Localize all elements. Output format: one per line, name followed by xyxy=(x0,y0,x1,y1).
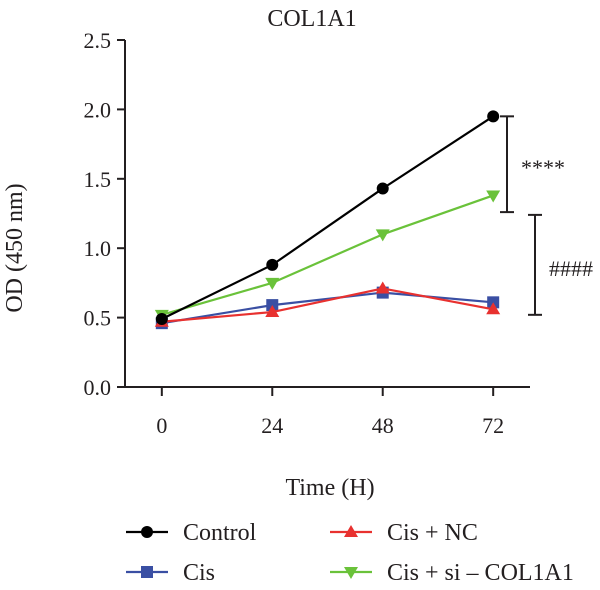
y-tick-label: 0.0 xyxy=(84,375,112,400)
series-cis-nc xyxy=(154,281,501,327)
significance-annotations: **** #### xyxy=(500,115,593,316)
y-tick-label: 2.5 xyxy=(84,28,112,53)
data-point xyxy=(155,312,168,325)
x-tick-label: 72 xyxy=(482,413,504,438)
legend-label: Cis + NC xyxy=(387,520,478,546)
data-point xyxy=(266,258,279,271)
x-tick-label: 24 xyxy=(261,413,283,438)
legend-item: Cis xyxy=(126,560,215,586)
series-cis-si-col1a1 xyxy=(154,190,501,322)
data-point xyxy=(487,110,500,123)
legend-label: Cis + si – COL1A1 xyxy=(387,560,574,586)
legend-label: Cis xyxy=(183,560,215,586)
legend-marker xyxy=(141,526,153,538)
data-point xyxy=(375,229,390,242)
series-line xyxy=(161,287,494,323)
significance-label: **** xyxy=(521,155,565,180)
series-cis xyxy=(155,286,500,330)
legend-marker xyxy=(344,567,358,579)
data-point xyxy=(486,302,501,315)
legend-label: Control xyxy=(183,520,257,546)
legend-marker xyxy=(141,566,153,578)
x-axis: 0 24 48 72 xyxy=(125,386,530,438)
y-tick-label: 1.0 xyxy=(84,236,112,261)
series-control xyxy=(155,110,500,325)
data-point xyxy=(486,190,501,203)
y-tick-label: 2.0 xyxy=(84,97,112,122)
data-point xyxy=(375,281,390,294)
series-line xyxy=(161,291,494,325)
significance-label: #### xyxy=(549,256,593,281)
data-point xyxy=(376,182,389,195)
legend-item: Cis + NC xyxy=(330,520,478,546)
data-point xyxy=(265,305,280,318)
data-point xyxy=(265,277,280,290)
y-tick-label: 0.5 xyxy=(84,306,112,331)
series-line xyxy=(161,194,494,316)
series-line xyxy=(161,115,494,320)
y-axis: 0.0 0.5 1.0 1.5 2.0 2.5 xyxy=(84,28,126,400)
chart-title: COL1A1 xyxy=(267,6,356,32)
x-tick-label: 48 xyxy=(372,413,394,438)
legend: Control Cis Cis + NC Cis + si – COL1A1 xyxy=(126,520,574,586)
x-tick-label: 0 xyxy=(156,413,167,438)
legend-item: Cis + si – COL1A1 xyxy=(330,560,574,586)
y-axis-title: OD (450 nm) xyxy=(2,183,28,312)
series-layer xyxy=(154,110,501,330)
legend-marker xyxy=(344,525,358,537)
legend-item: Control xyxy=(126,520,257,546)
y-tick-label: 1.5 xyxy=(84,167,112,192)
x-axis-title: Time (H) xyxy=(285,475,374,501)
